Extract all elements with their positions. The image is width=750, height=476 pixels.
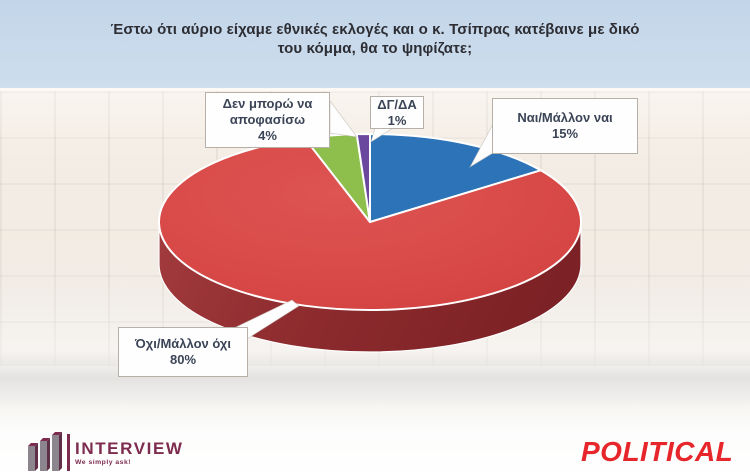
callout-yes: Ναι/Μάλλον ναι 15% — [492, 98, 638, 154]
callout-no-label: Όχι/Μάλλον όχι — [135, 336, 231, 351]
poll-question-line2: του κόμμα, θα το ψηφίζατε; — [277, 40, 473, 57]
bar-chart-icon — [28, 432, 62, 471]
callout-tail-dont_know — [329, 99, 358, 138]
callout-yes-label: Ναι/Μάλλον ναι — [517, 110, 613, 125]
interview-logo: INTERVIEW We simply ask! — [28, 430, 248, 476]
callout-yes-value: 15% — [551, 126, 579, 141]
interview-logo-name: INTERVIEW — [75, 439, 184, 458]
interview-logo-tagline: We simply ask! — [75, 459, 131, 466]
footer-band — [0, 405, 750, 476]
pie-slice-no — [158, 137, 582, 311]
callout-dont-know: Δεν μπορώ να αποφασίσω 4% — [205, 92, 330, 148]
poll-question-line1: Έστω ότι αύριο είχαμε εθνικές εκλογές κα… — [110, 21, 640, 38]
callout-dont-know-label: Δεν μπορώ να αποφασίσω — [222, 96, 313, 127]
callout-dk-na-label: ΔΓ/ΔΑ — [377, 96, 417, 112]
pie-slice-yes — [369, 133, 542, 223]
poll-question-title: Έστω ότι αύριο είχαμε εθνικές εκλογές κα… — [0, 20, 750, 58]
political-logo: POLITICAL — [581, 436, 734, 467]
callout-dont-know-value: 4% — [258, 128, 277, 143]
pie-slice-dk_na — [355, 133, 371, 223]
callout-dk-na: ΔΓ/ΔΑ 1% — [370, 96, 424, 129]
logo-separator-line — [67, 434, 70, 471]
callout-dk-na-value: 1% — [387, 112, 407, 128]
callout-no: Όχι/Μάλλον όχι 80% — [118, 327, 248, 377]
callout-no-value: 80% — [169, 352, 197, 367]
